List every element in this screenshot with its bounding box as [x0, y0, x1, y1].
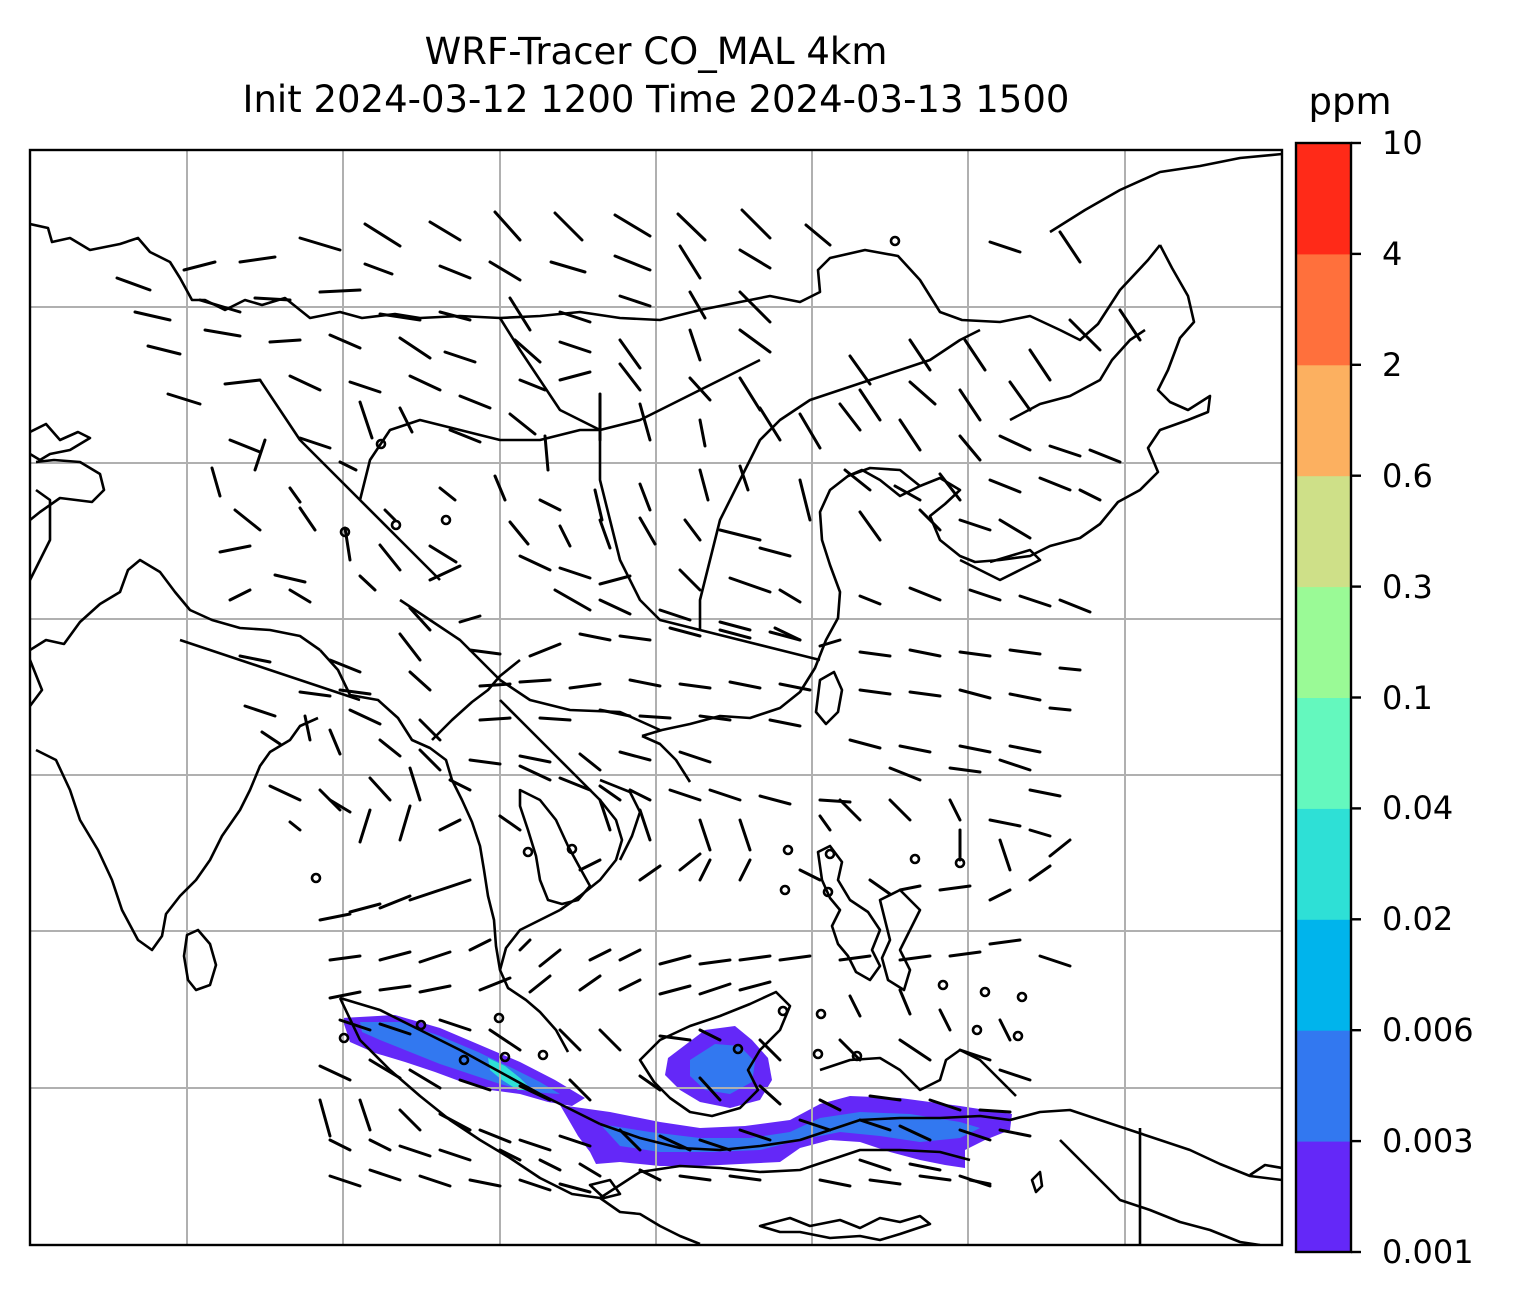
colorbar-segment: [1296, 364, 1351, 477]
colorbar-tick-label: 2: [1382, 345, 1403, 384]
colorbar-segment: [1296, 697, 1351, 809]
colorbar-segment: [1296, 919, 1351, 1031]
colorbar-tick-label: 0.02: [1382, 900, 1454, 939]
colorbar-tick-label: 0.003: [1382, 1122, 1474, 1161]
map-title: WRF-Tracer CO_MAL 4km Init 2024-03-12 12…: [30, 28, 1282, 124]
colorbar-segment: [1296, 1030, 1351, 1142]
wind-barbs: [115, 208, 1142, 1194]
colorbar-tick-label: 0.6: [1382, 456, 1433, 495]
tracer-band-borneo-inner: [690, 1044, 755, 1094]
colorbar-segment: [1296, 808, 1351, 920]
colorbar-tick-label: 0.1: [1382, 678, 1433, 717]
title-line-1: WRF-Tracer CO_MAL 4km: [424, 30, 888, 73]
colorbar-segment: [1296, 253, 1351, 366]
colorbar-unit-label: ppm: [1308, 80, 1392, 123]
tracer-band-java-inner: [600, 1112, 980, 1152]
title-line-2: Init 2024-03-12 1200 Time 2024-03-13 150…: [242, 78, 1070, 121]
calm-markers: [310, 235, 1028, 1066]
colorbar-segment: [1296, 143, 1351, 255]
colorbar-tick-label: 0.006: [1382, 1011, 1474, 1050]
colorbar-tick-label: 10: [1382, 124, 1423, 162]
coastlines: [30, 152, 1282, 1245]
colorbar-tick-label: 0.001: [1382, 1233, 1474, 1271]
map-frame: [28, 148, 1284, 1247]
colorbar-tick-label: 0.04: [1382, 789, 1454, 828]
colorbar: [1294, 141, 1361, 1254]
colorbar-tick-label: 0.3: [1382, 567, 1433, 606]
colorbar-tick-label: 4: [1382, 234, 1403, 273]
colorbar-segment: [1296, 586, 1351, 698]
colorbar-segment: [1296, 475, 1351, 588]
colorbar-segment: [1296, 1141, 1351, 1253]
